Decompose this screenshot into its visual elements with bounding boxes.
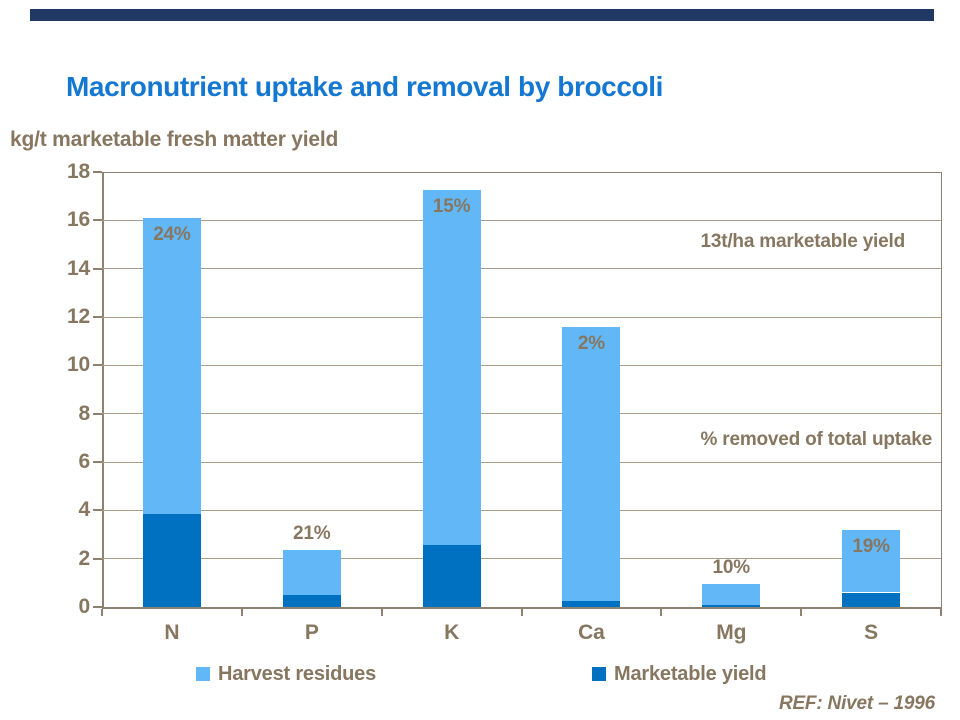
annotation-marketable-yield: 13t/ha marketable yield xyxy=(700,231,905,252)
gridline xyxy=(102,364,941,366)
y-tick-label: 2 xyxy=(78,546,91,570)
annotation-percent-removed: % removed of total uptake xyxy=(700,429,933,450)
x-category-label-P: P xyxy=(304,621,319,644)
gridline xyxy=(102,413,941,415)
y-axis-tick xyxy=(93,267,102,270)
y-axis-tick xyxy=(93,316,102,318)
plot-area xyxy=(102,172,942,609)
y-axis-tick xyxy=(93,606,102,608)
y-axis-tick xyxy=(93,557,102,560)
y-tick-label: 12 xyxy=(67,305,90,328)
gridline xyxy=(102,268,941,270)
y-axis-tick xyxy=(93,412,102,415)
x-axis-tick xyxy=(800,609,803,616)
x-axis-tick xyxy=(940,609,942,616)
y-axis-tick xyxy=(93,171,102,173)
bar-segment-marketable-yield-K xyxy=(422,545,481,607)
bar-segment-marketable-yield-N xyxy=(142,513,201,607)
x-axis-tick xyxy=(520,609,523,616)
y-axis-title: kg/t marketable fresh matter yield xyxy=(10,128,339,151)
legend-item-marketable-yield: Marketable yield xyxy=(592,662,767,686)
y-axis-tick xyxy=(93,219,102,222)
percent-removed-label-P: 21% xyxy=(293,523,331,545)
y-tick-label: 6 xyxy=(78,450,91,473)
x-axis-tick xyxy=(380,609,383,616)
y-axis-tick xyxy=(93,364,102,367)
bar-segment-harvest-residues-P xyxy=(282,550,341,595)
percent-removed-label-S: 19% xyxy=(852,535,890,557)
legend-label-harvest-residues: Harvest residues xyxy=(218,663,377,685)
y-tick-label: 10 xyxy=(67,353,90,377)
y-tick-label: 4 xyxy=(78,498,91,522)
bar-segment-harvest-residues-N xyxy=(142,217,201,514)
y-tick-label: 8 xyxy=(78,401,91,425)
percent-removed-label-Mg: 10% xyxy=(712,557,751,579)
y-tick-label: 14 xyxy=(67,256,90,280)
bar-segment-harvest-residues-S xyxy=(842,529,901,593)
x-axis-tick xyxy=(101,609,103,616)
y-axis-tick xyxy=(93,509,102,512)
bar-segment-harvest-residues-K xyxy=(422,190,481,546)
x-category-label-N: N xyxy=(164,621,180,644)
marketable-yield-swatch-icon xyxy=(592,667,606,681)
y-tick-label: 18 xyxy=(67,160,90,183)
reference-text: REF: Nivet – 1996 xyxy=(778,693,935,714)
slide-title: Macronutrient uptake and removal by broc… xyxy=(66,71,663,102)
gridline xyxy=(102,558,941,560)
x-category-label-Mg: Mg xyxy=(716,621,747,644)
bar-segment-marketable-yield-S xyxy=(842,592,901,607)
percent-removed-label-N: 24% xyxy=(153,223,191,245)
gridline xyxy=(102,461,941,463)
y-axis-tick xyxy=(93,461,102,463)
top-accent-bar xyxy=(30,9,934,21)
bar-segment-marketable-yield-P xyxy=(282,594,341,607)
legend-item-harvest-residues: Harvest residues xyxy=(196,662,376,686)
bar-segment-harvest-residues-Ca xyxy=(562,326,621,601)
x-category-label-K: K xyxy=(444,621,460,644)
bar-segment-harvest-residues-Mg xyxy=(702,584,761,605)
bar-segment-marketable-yield-Ca xyxy=(562,600,621,607)
gridline xyxy=(102,509,941,511)
x-axis-tick xyxy=(240,609,243,616)
x-category-label-S: S xyxy=(864,621,878,644)
y-tick-label: 0 xyxy=(78,595,91,618)
gridline xyxy=(102,219,941,221)
gridline xyxy=(102,316,941,318)
percent-removed-label-K: 15% xyxy=(432,196,471,218)
legend-label-marketable-yield: Marketable yield xyxy=(614,663,767,685)
harvest-residues-swatch-icon xyxy=(196,667,210,681)
bar-segment-marketable-yield-Mg xyxy=(702,604,761,607)
y-tick-label: 16 xyxy=(67,208,90,232)
percent-removed-label-Ca: 2% xyxy=(577,332,605,354)
x-category-label-Ca: Ca xyxy=(578,621,605,644)
x-axis-tick xyxy=(660,609,663,616)
